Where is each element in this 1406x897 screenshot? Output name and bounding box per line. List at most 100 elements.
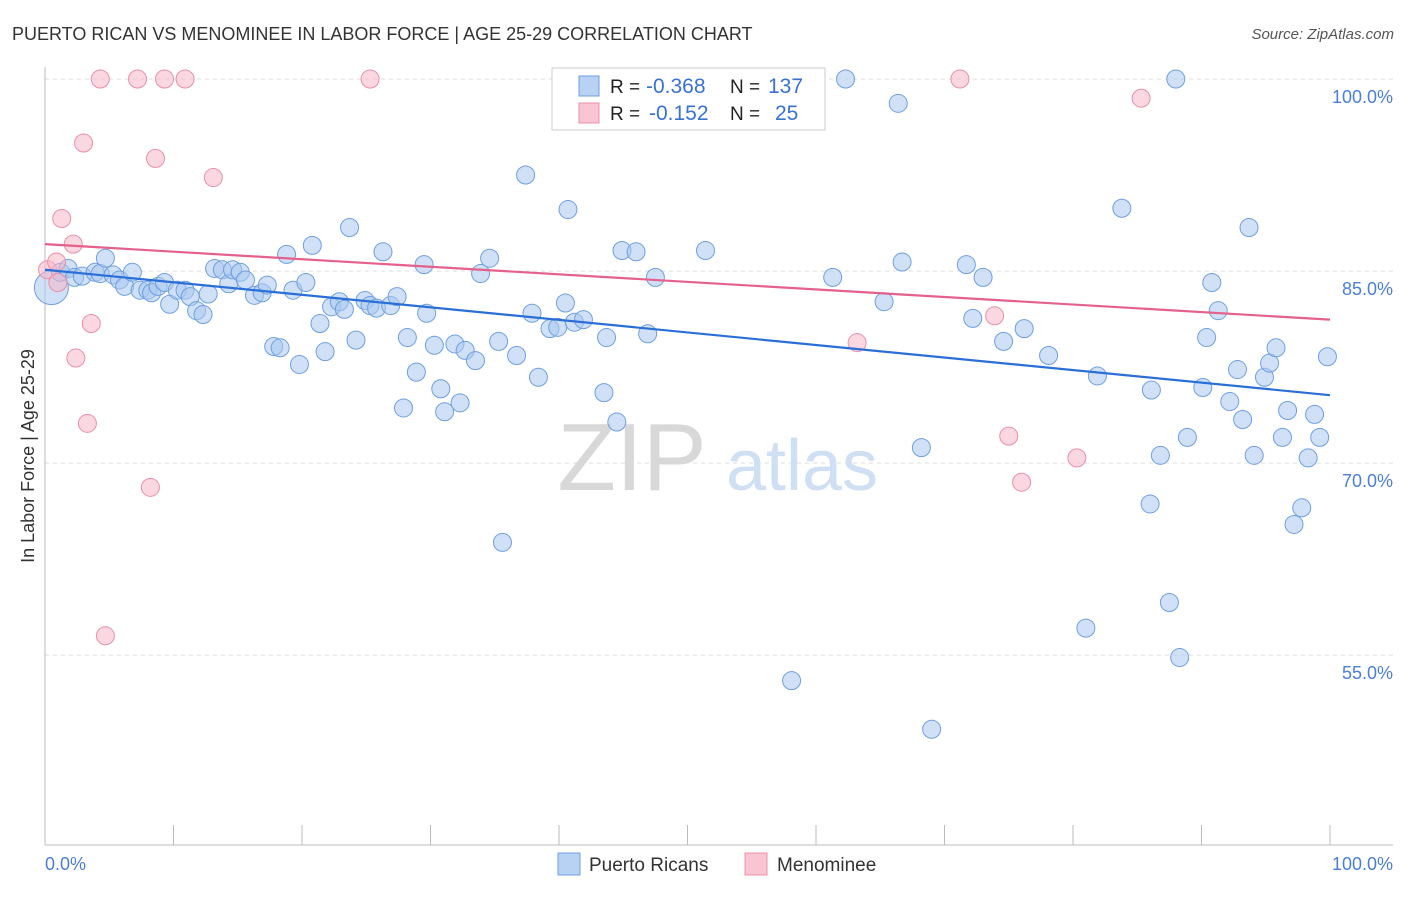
point-menominee	[77, 413, 97, 433]
point-puerto-ricans	[387, 287, 407, 307]
svg-text:ZIP: ZIP	[557, 404, 706, 511]
point-puerto-ricans	[782, 671, 802, 691]
point-puerto-ricans	[1233, 409, 1253, 429]
point-puerto-ricans	[431, 379, 451, 399]
point-menominee	[81, 313, 101, 333]
point-menominee	[1012, 472, 1032, 492]
point-puerto-ricans	[555, 293, 575, 313]
point-puerto-ricans	[1197, 328, 1217, 348]
point-puerto-ricans	[1292, 498, 1312, 518]
bottom-legend-label-menominee: Menominee	[777, 855, 876, 876]
point-puerto-ricans	[1014, 319, 1034, 339]
point-puerto-ricans	[888, 93, 908, 113]
legend-r-label: R =	[610, 77, 640, 98]
point-puerto-ricans	[695, 241, 715, 261]
point-puerto-ricans	[1141, 380, 1161, 400]
point-puerto-ricans	[922, 719, 942, 739]
point-puerto-ricans	[346, 330, 366, 350]
point-puerto-ricans	[414, 255, 434, 275]
x-tick-label-min: 0.0%	[45, 854, 86, 874]
point-puerto-ricans	[528, 367, 548, 387]
watermark: ZIP atlas	[557, 404, 878, 511]
point-puerto-ricans	[1112, 198, 1132, 218]
point-puerto-ricans	[315, 342, 335, 362]
point-puerto-ricans	[607, 412, 627, 432]
point-puerto-ricans	[406, 362, 426, 382]
point-puerto-ricans	[1298, 448, 1318, 468]
point-puerto-ricans	[1317, 347, 1337, 367]
legend-r-value: -0.368	[646, 75, 706, 98]
point-puerto-ricans	[1170, 648, 1190, 668]
point-menominee	[175, 69, 195, 89]
point-puerto-ricans	[597, 328, 617, 348]
point-menominee	[950, 69, 970, 89]
point-menominee	[74, 133, 94, 153]
point-puerto-ricans	[1039, 345, 1059, 365]
legend-swatch-menominee	[578, 102, 600, 124]
bottom-legend-swatch-puerto-ricans	[557, 852, 581, 876]
point-menominee	[140, 477, 160, 497]
point-puerto-ricans	[994, 331, 1014, 351]
point-puerto-ricans	[1239, 217, 1259, 237]
point-puerto-ricans	[270, 338, 290, 358]
point-puerto-ricans	[480, 248, 500, 268]
point-menominee	[52, 209, 72, 229]
point-puerto-ricans	[874, 292, 894, 312]
point-puerto-ricans	[193, 305, 213, 325]
point-puerto-ricans	[397, 328, 417, 348]
point-puerto-ricans	[340, 217, 360, 237]
point-puerto-ricans	[956, 255, 976, 275]
legend-n-label: N =	[730, 104, 760, 125]
point-puerto-ricans	[645, 267, 665, 287]
point-puerto-ricans	[1140, 494, 1160, 514]
point-puerto-ricans	[1220, 392, 1240, 412]
point-puerto-ricans	[963, 308, 983, 328]
point-puerto-ricans	[198, 284, 218, 304]
point-puerto-ricans	[1278, 401, 1298, 421]
point-puerto-ricans	[257, 275, 277, 295]
point-puerto-ricans	[492, 532, 512, 552]
point-puerto-ricans	[1227, 360, 1247, 380]
point-puerto-ricans	[394, 398, 414, 418]
y-tick-labels: 100.0% 85.0% 70.0% 55.0%	[1332, 87, 1393, 683]
point-puerto-ricans	[1087, 366, 1107, 386]
scatter-points	[33, 69, 1337, 739]
point-puerto-ricans	[973, 267, 993, 287]
trend-lines	[44, 243, 1331, 397]
point-menominee	[847, 333, 867, 353]
point-puerto-ricans	[573, 310, 593, 330]
point-puerto-ricans	[417, 303, 437, 323]
y-axis-label: In Labor Force | Age 25-29	[18, 349, 38, 563]
point-puerto-ricans	[823, 267, 843, 287]
point-puerto-ricans	[450, 393, 470, 413]
point-menominee	[66, 348, 86, 368]
y-tick-label: 70.0%	[1342, 471, 1393, 491]
point-puerto-ricans	[911, 438, 931, 458]
source-label: Source: ZipAtlas.com	[1251, 26, 1394, 43]
point-puerto-ricans	[1284, 514, 1304, 534]
point-puerto-ricans	[289, 354, 309, 374]
point-puerto-ricans	[373, 242, 393, 262]
point-menominee	[47, 252, 67, 272]
trend-line-menominee	[44, 243, 1331, 321]
legend-n-value: 25	[775, 102, 798, 125]
point-menominee	[1067, 448, 1087, 468]
point-menominee	[95, 626, 115, 646]
point-menominee	[155, 69, 175, 89]
y-tick-label: 85.0%	[1342, 279, 1393, 299]
legend-n-label: N =	[730, 77, 760, 98]
point-puerto-ricans	[296, 273, 316, 293]
gridlines	[45, 78, 1393, 656]
point-puerto-ricans	[1310, 427, 1330, 447]
point-puerto-ricans	[558, 200, 578, 220]
point-menominee	[999, 426, 1019, 446]
x-tick-label-max: 100.0%	[1332, 854, 1393, 874]
stats-legend: R = -0.368 N = 137 R = -0.152 N = 25	[551, 67, 826, 131]
point-puerto-ricans	[1159, 593, 1179, 613]
point-puerto-ricans	[1177, 427, 1197, 447]
point-menominee	[90, 69, 110, 89]
point-puerto-ricans	[1166, 69, 1186, 89]
point-menominee	[360, 69, 380, 89]
point-puerto-ricans	[277, 244, 297, 264]
